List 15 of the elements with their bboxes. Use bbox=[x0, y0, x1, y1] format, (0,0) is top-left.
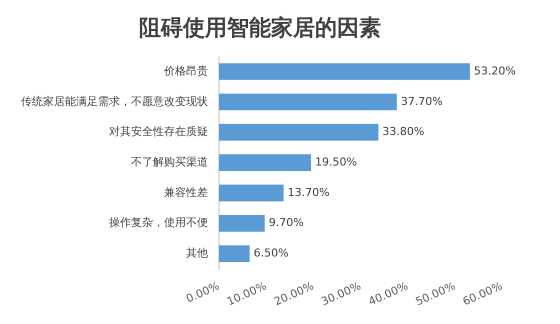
data-label: 13.70% bbox=[288, 186, 330, 199]
chart-title: 阻碍使用智能家居的因素 bbox=[139, 14, 381, 41]
data-label: 19.50% bbox=[314, 155, 357, 168]
data-label: 53.20% bbox=[474, 64, 516, 78]
y-tick-label: 传统家居能满足需求，不愿意改变现状 bbox=[21, 94, 208, 108]
data-label: 33.80% bbox=[382, 125, 424, 138]
y-tick-label: 价格昂贵 bbox=[163, 64, 208, 78]
y-tick-label: 不了解购买渠道 bbox=[131, 155, 208, 168]
data-label: 9.70% bbox=[268, 216, 304, 230]
y-tick-label: 对其安全性存在质疑 bbox=[109, 125, 208, 138]
data-label: 6.50% bbox=[254, 246, 289, 260]
y-tick-label: 其他 bbox=[186, 246, 208, 260]
data-label: 37.70% bbox=[400, 94, 443, 108]
y-tick-label: 兼容性差 bbox=[164, 186, 208, 199]
y-tick-label: 操作复杂，使用不便 bbox=[109, 216, 208, 230]
